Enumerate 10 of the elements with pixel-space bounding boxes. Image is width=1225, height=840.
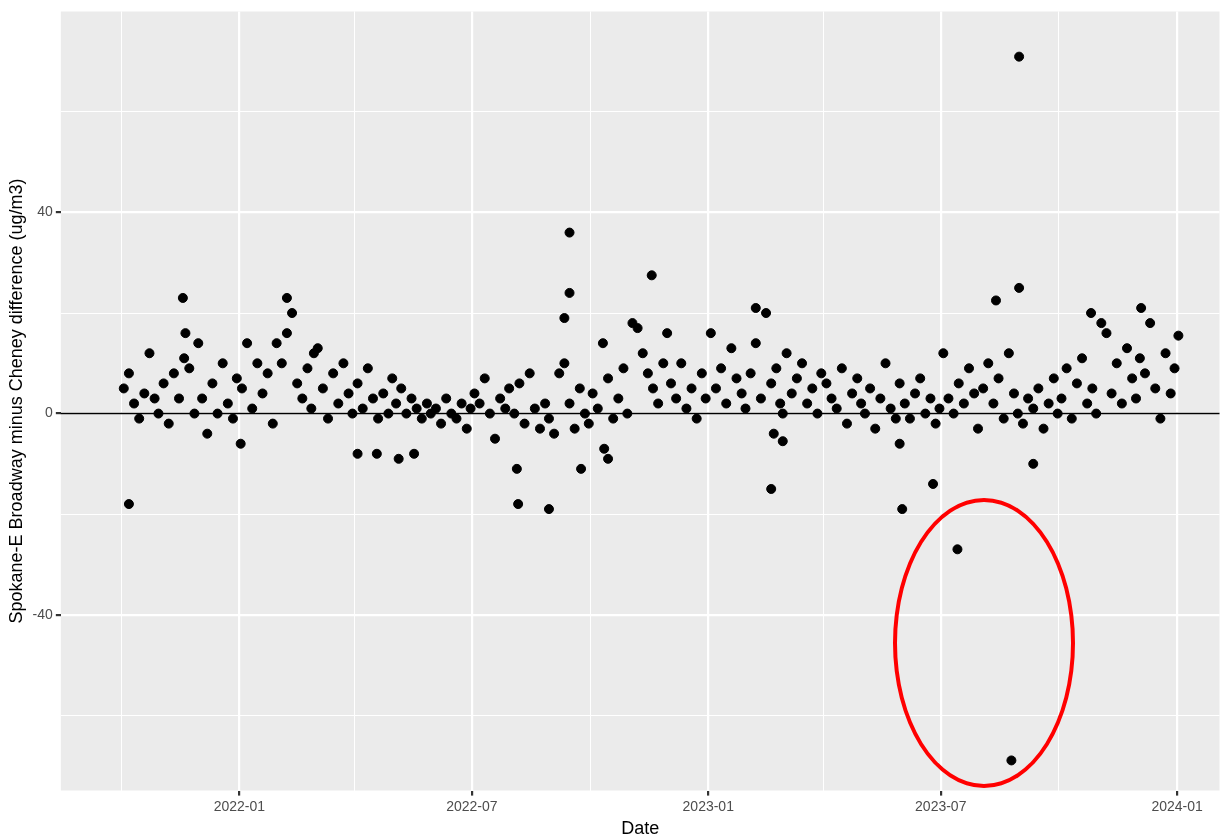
y-tick-label: -40 — [32, 605, 54, 622]
x-axis-title: Date — [621, 818, 660, 839]
x-tick-label: 2022-07 — [446, 797, 498, 814]
x-tick-label: 2022-01 — [213, 797, 266, 814]
x-tick-label: 2024-01 — [1151, 797, 1204, 814]
y-axis-title: Spokane-E Broadway minus Cheney difference (ug/m3) — [5, 178, 26, 624]
x-tick-label: 2023-07 — [915, 797, 967, 814]
y-tick-label: 40 — [37, 203, 54, 220]
x-tick-label: 2023-01 — [682, 797, 735, 814]
y-tick-label: 0 — [45, 404, 54, 421]
